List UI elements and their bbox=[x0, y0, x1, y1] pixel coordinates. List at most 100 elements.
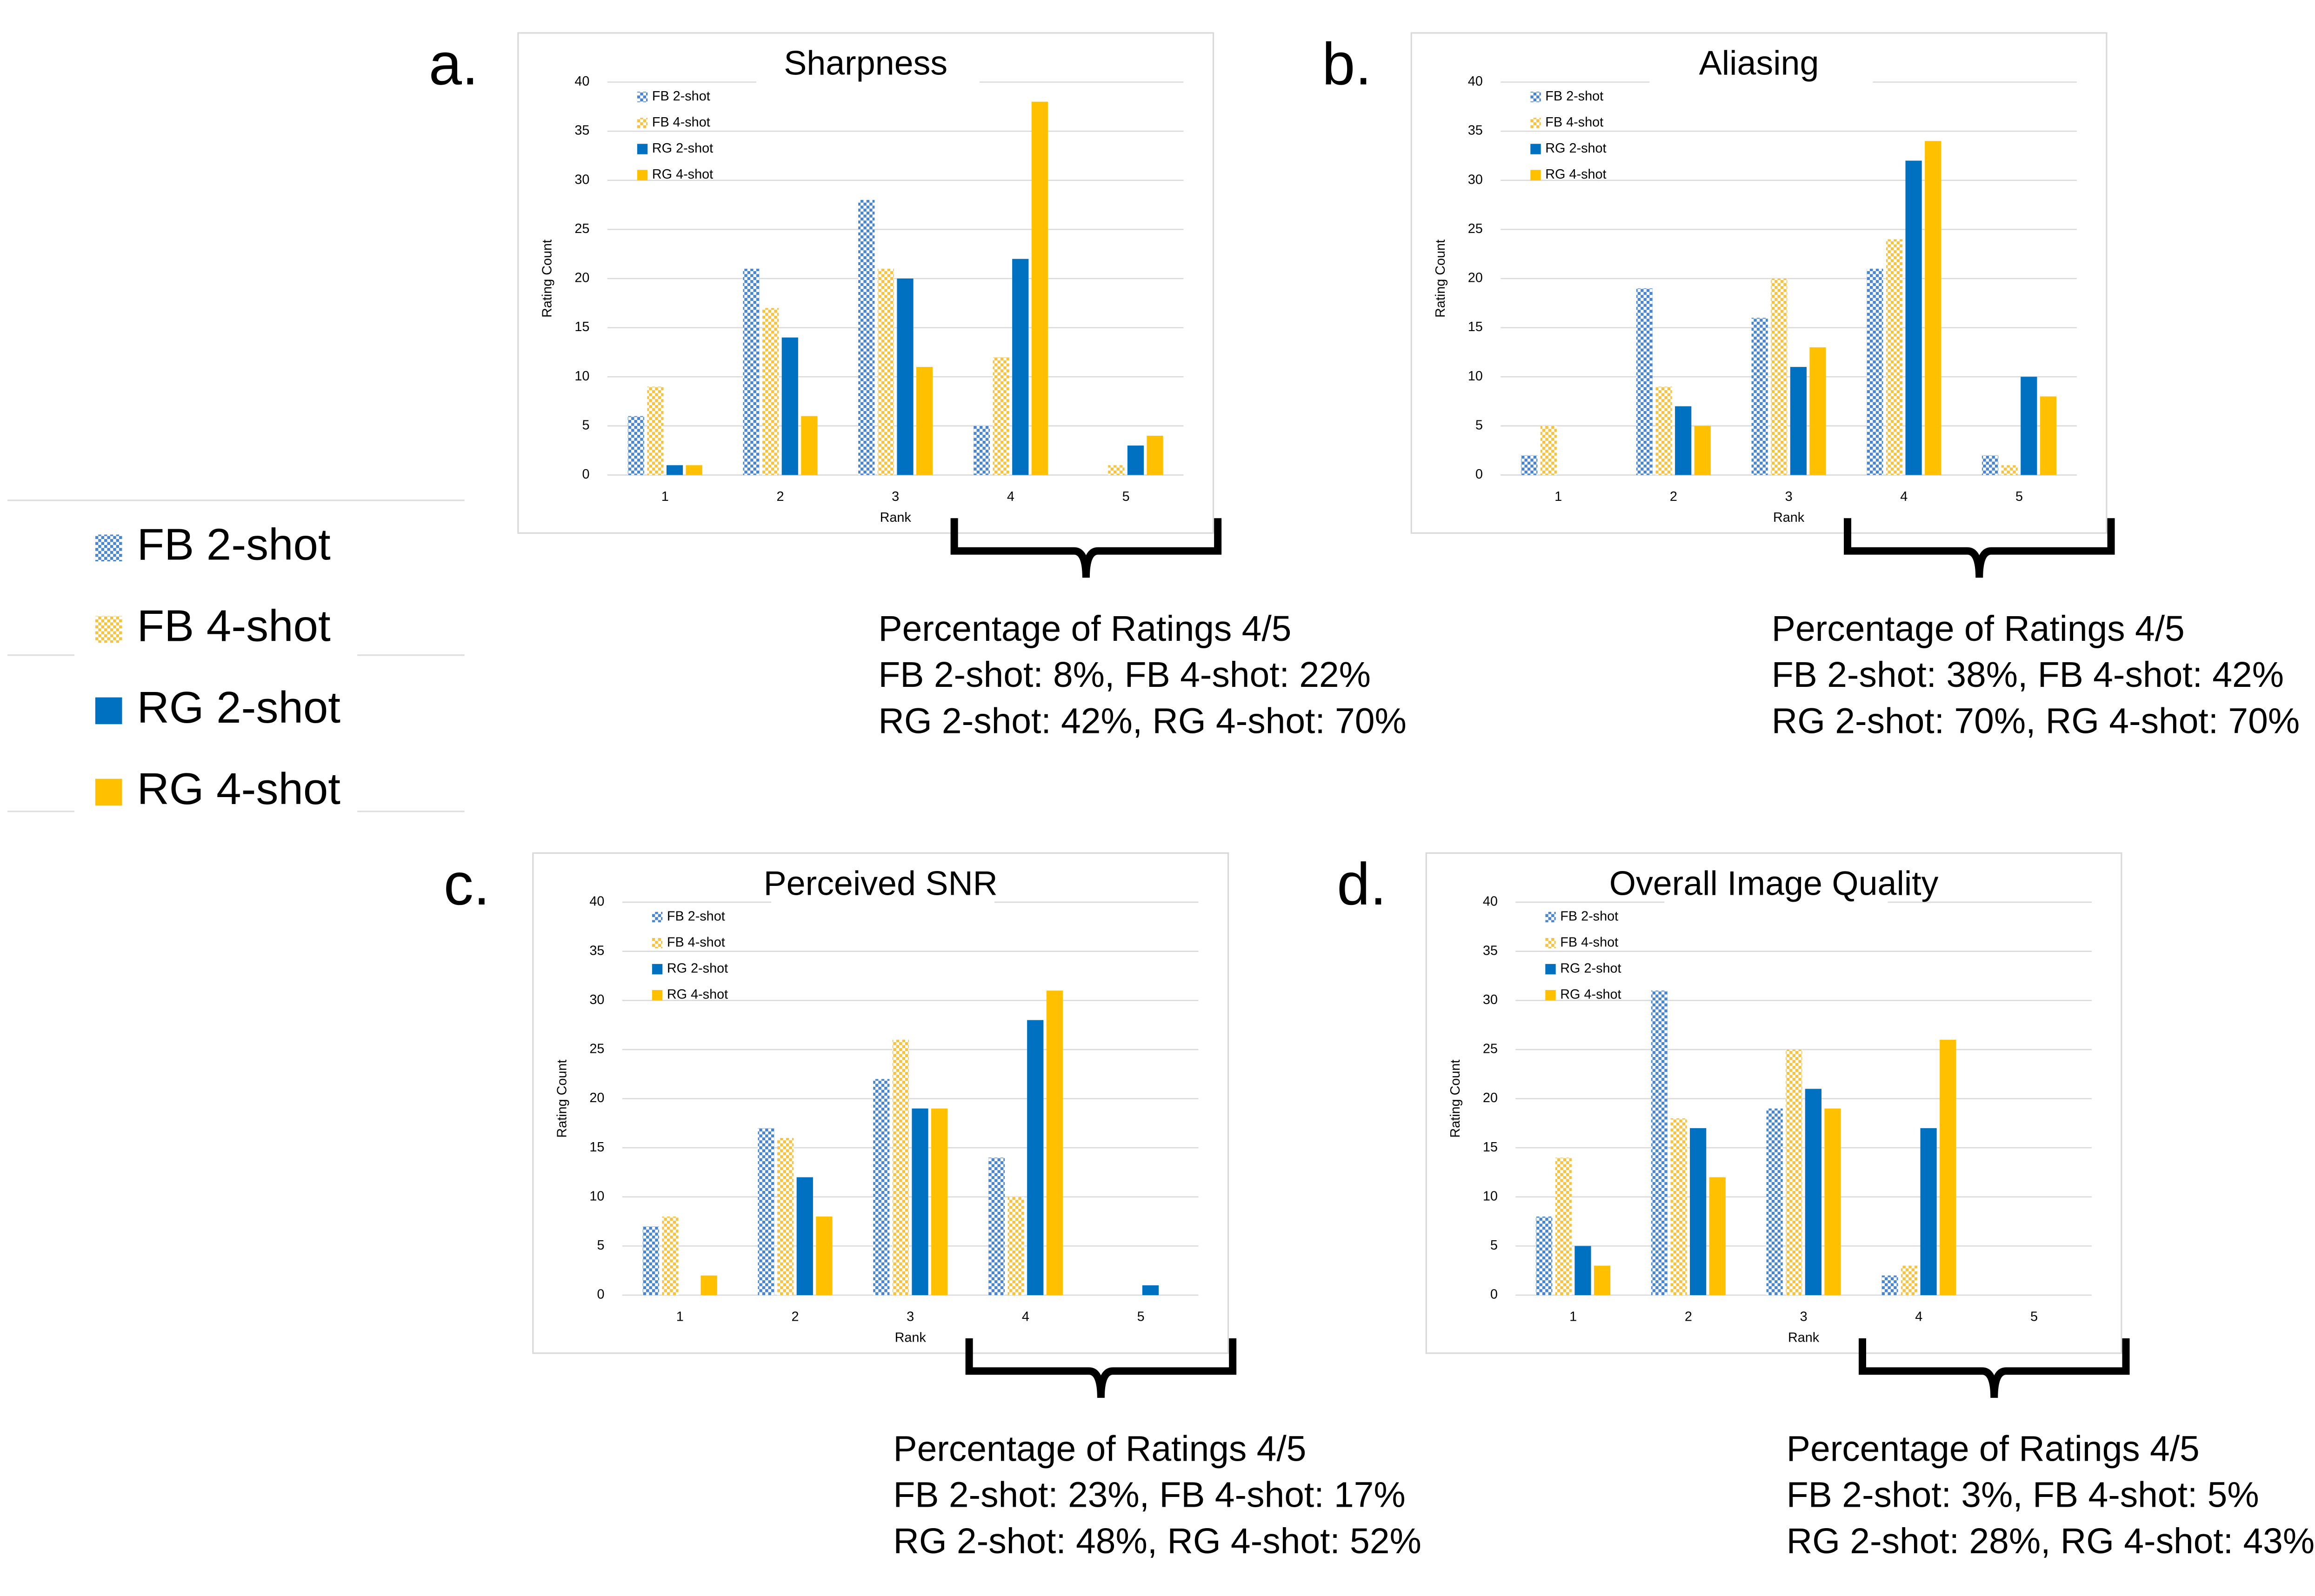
bar bbox=[897, 278, 914, 475]
y-tick-label: 25 bbox=[1468, 221, 1483, 236]
y-tick-label: 5 bbox=[597, 1238, 604, 1253]
shared-legend-label: FB 2-shot bbox=[137, 520, 330, 570]
bar bbox=[1690, 1128, 1707, 1296]
legend-label: RG 4-shot bbox=[1560, 987, 1621, 1002]
x-tick-label: 3 bbox=[1800, 1310, 1808, 1324]
bar bbox=[816, 1217, 833, 1296]
legend-swatch bbox=[637, 144, 648, 154]
y-tick-label: 30 bbox=[574, 172, 589, 187]
y-tick-label: 15 bbox=[1468, 319, 1483, 334]
shared-legend-swatch bbox=[95, 616, 122, 643]
y-tick-label: 0 bbox=[597, 1287, 604, 1302]
legend-swatch bbox=[1530, 92, 1541, 102]
legend-label: FB 4-shot bbox=[667, 935, 725, 950]
legend-swatch bbox=[1545, 990, 1556, 1001]
x-tick-label: 3 bbox=[907, 1310, 914, 1324]
legend-swatch bbox=[1545, 911, 1556, 923]
x-tick-label: 4 bbox=[1022, 1310, 1029, 1324]
bar bbox=[858, 200, 875, 475]
y-tick-label: 10 bbox=[574, 369, 589, 384]
y-tick-label: 20 bbox=[589, 1091, 604, 1105]
y-tick-label: 0 bbox=[1475, 467, 1483, 482]
legend-label: FB 4-shot bbox=[652, 115, 710, 130]
bar bbox=[642, 1226, 659, 1296]
y-tick-label: 0 bbox=[582, 467, 589, 482]
y-tick-label: 25 bbox=[574, 221, 589, 236]
bar bbox=[973, 426, 990, 475]
chart-title: Perceived SNR bbox=[764, 864, 998, 902]
x-tick-label: 5 bbox=[1122, 489, 1130, 504]
bar bbox=[931, 1108, 948, 1296]
annotation: FB 2-shot: 38%, FB 4-shot: 42% bbox=[1772, 655, 2284, 695]
bar bbox=[2001, 465, 2018, 475]
bar bbox=[1027, 1020, 1044, 1296]
legend-swatch bbox=[1545, 938, 1556, 949]
chart-title: Aliasing bbox=[1699, 44, 1819, 82]
annotation: Percentage of Ratings 4/5 bbox=[878, 609, 1291, 649]
x-tick-label: 5 bbox=[2030, 1310, 2038, 1324]
x-tick-label: 3 bbox=[1785, 489, 1793, 504]
y-tick-label: 0 bbox=[1490, 1287, 1498, 1302]
y-tick-label: 10 bbox=[1483, 1189, 1498, 1204]
shared-legend-swatch bbox=[95, 697, 122, 725]
legend-swatch bbox=[1530, 144, 1541, 154]
legend-swatch bbox=[1530, 118, 1541, 128]
bar bbox=[1574, 1246, 1591, 1296]
bar bbox=[1521, 455, 1538, 475]
y-tick-label: 30 bbox=[1483, 992, 1498, 1007]
y-tick-label: 10 bbox=[1468, 369, 1483, 384]
bar bbox=[1031, 101, 1048, 475]
y-tick-label: 35 bbox=[589, 943, 604, 958]
bar bbox=[1127, 446, 1144, 475]
y-axis-label: Rating Count bbox=[1448, 1059, 1463, 1137]
chart-panel: d. 0 5 10 15 20 25 30 35 40 1 2 3 4 5 Rank Rating Count O… bbox=[1337, 851, 2315, 1561]
chart-panel: a. 0 5 10 15 20 25 30 35 40 1 2 3 4 5 Rank Rating Count S… bbox=[429, 31, 1407, 741]
y-tick-label: 15 bbox=[589, 1140, 604, 1155]
annotation: Percentage of Ratings 4/5 bbox=[1772, 609, 2185, 649]
shared-legend-swatch bbox=[95, 534, 122, 562]
bar bbox=[647, 386, 664, 475]
legend-swatch bbox=[637, 92, 648, 102]
y-axis-label: Rating Count bbox=[554, 1059, 569, 1137]
bar bbox=[666, 465, 683, 475]
bar bbox=[1886, 239, 1903, 475]
y-tick-label: 35 bbox=[1483, 943, 1498, 958]
bar bbox=[1982, 455, 1999, 475]
bar bbox=[1901, 1265, 1918, 1296]
x-tick-label: 4 bbox=[1900, 489, 1908, 504]
x-axis-label: Rank bbox=[1788, 1330, 1820, 1345]
x-tick-label: 2 bbox=[776, 489, 784, 504]
bar bbox=[1786, 1049, 1802, 1296]
bar bbox=[796, 1177, 813, 1296]
bar bbox=[1881, 1275, 1898, 1296]
bar bbox=[1012, 259, 1029, 475]
bar bbox=[1790, 367, 1807, 475]
bar bbox=[1771, 278, 1788, 475]
legend-label: FB 2-shot bbox=[652, 89, 710, 104]
x-tick-label: 1 bbox=[1554, 489, 1562, 504]
bar bbox=[1007, 1197, 1024, 1296]
legend-label: RG 2-shot bbox=[667, 961, 728, 976]
shared-legend-label: RG 2-shot bbox=[137, 683, 340, 732]
x-tick-label: 2 bbox=[1685, 1310, 1692, 1324]
bar bbox=[1046, 991, 1063, 1296]
bar bbox=[1555, 1157, 1572, 1296]
bar bbox=[912, 1108, 928, 1296]
bar bbox=[1824, 1108, 1841, 1296]
y-tick-label: 15 bbox=[574, 319, 589, 334]
bracket bbox=[950, 518, 1222, 578]
chart-panel: c. 0 5 10 15 20 25 30 35 40 1 2 3 4 5 Rank Rating Count P… bbox=[444, 851, 1421, 1561]
legend-label: FB 2-shot bbox=[1560, 909, 1618, 924]
y-tick-label: 20 bbox=[1483, 1091, 1498, 1105]
bar bbox=[1940, 1039, 1956, 1296]
y-axis-label: Rating Count bbox=[540, 239, 554, 318]
x-tick-label: 3 bbox=[892, 489, 899, 504]
y-tick-label: 5 bbox=[582, 418, 589, 432]
legend-swatch bbox=[637, 170, 648, 180]
x-tick-label: 1 bbox=[661, 489, 669, 504]
panel-label: b. bbox=[1322, 31, 1372, 97]
bar bbox=[758, 1128, 774, 1296]
chart-panel: b. 0 5 10 15 20 25 30 35 40 1 2 3 4 5 Rank Rating Count A… bbox=[1322, 31, 2300, 741]
bar bbox=[1147, 435, 1163, 475]
